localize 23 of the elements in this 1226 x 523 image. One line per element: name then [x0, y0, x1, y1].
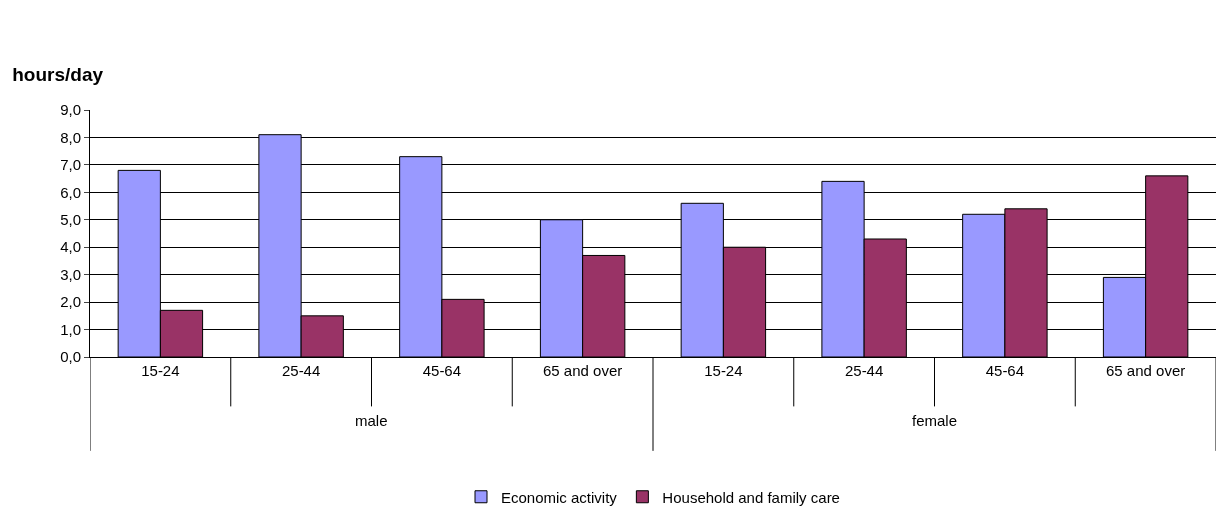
x-tick-label: 15-24 — [704, 362, 743, 379]
y-tick-label: 5,0 — [60, 211, 81, 229]
x-tick-label: 25-44 — [844, 362, 884, 379]
chart-title: hours/day — [12, 64, 104, 86]
x-tick-label: 65 and over — [1106, 362, 1186, 379]
y-tick-label: 2,0 — [60, 293, 81, 311]
text: male — [355, 412, 388, 429]
y-tick-label: 4,0 — [60, 238, 81, 256]
y-tick-label: 3,0 — [60, 265, 81, 283]
y-tick-label: 6,0 — [60, 183, 81, 201]
x-tick-label: 25-44 — [281, 362, 321, 379]
y-tick-label: 0,0 — [60, 348, 81, 366]
legend-label: Economic activity — [501, 488, 618, 506]
y-tick-label: 9,0 — [60, 101, 81, 119]
x-tick-label: 45-64 — [985, 362, 1025, 379]
y-tick-label: 7,0 — [60, 156, 81, 174]
legend-label: Household and family care — [662, 488, 840, 506]
text: female — [912, 412, 958, 429]
x-tick-label: 45-64 — [422, 362, 462, 379]
y-tick-label: 8,0 — [60, 128, 81, 146]
y-tick-label: 1,0 — [60, 320, 81, 338]
x-tick-label: 65 and over — [543, 362, 623, 379]
x-tick-label: 15-24 — [141, 362, 180, 379]
